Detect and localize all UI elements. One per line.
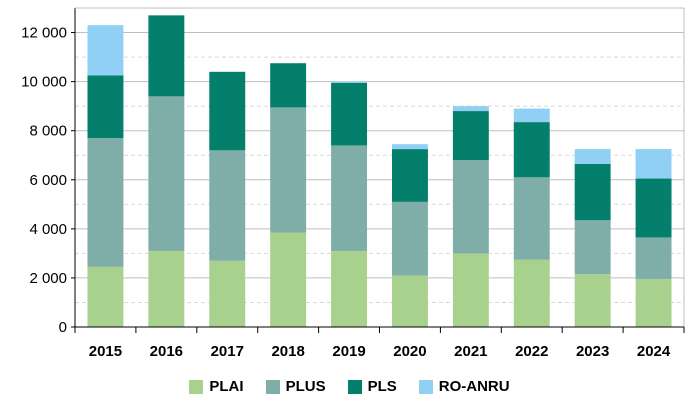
bar-ro-anru-2021 — [452, 106, 489, 112]
legend-item: PLUS — [265, 378, 326, 395]
bar-ro-anru-2022 — [513, 108, 550, 123]
bar-pls-2018 — [270, 63, 307, 108]
bar-pls-2017 — [209, 71, 246, 151]
bar-plai-2024 — [635, 279, 672, 327]
bar-pls-2019 — [331, 82, 368, 146]
x-tick-label: 2016 — [150, 343, 183, 360]
bar-pls-2022 — [513, 122, 550, 178]
bar-plai-2019 — [331, 250, 368, 327]
bar-plai-2023 — [574, 274, 611, 327]
bar-plai-2017 — [209, 260, 246, 327]
legend-swatch — [189, 379, 204, 394]
x-tick-label: 2023 — [576, 343, 609, 360]
bar-ro-anru-2019 — [331, 81, 368, 83]
bar-plai-2016 — [148, 250, 185, 327]
bar-plus-2020 — [391, 201, 428, 276]
legend-label: RO-ANRU — [438, 378, 510, 395]
bar-pls-2023 — [574, 163, 611, 221]
bar-plai-2020 — [391, 275, 428, 327]
x-tick-label: 2015 — [89, 343, 122, 360]
bar-ro-anru-2024 — [635, 149, 672, 179]
legend-swatch — [265, 379, 280, 394]
bar-plus-2023 — [574, 220, 611, 275]
y-axis-ticks: 0 2 000 4 000 6 000 8 000 10 000 12 000 — [21, 25, 75, 336]
y-tick-label: 10 000 — [21, 74, 67, 91]
x-tick-label: 2022 — [515, 343, 548, 360]
y-tick-label: 8 000 — [29, 123, 67, 140]
bar-plai-2022 — [513, 259, 550, 327]
bar-pls-2015 — [87, 75, 124, 139]
x-tick-label: 2017 — [211, 343, 244, 360]
bars — [87, 15, 672, 327]
legend: PLAI PLUS PLS RO-ANRU — [0, 378, 699, 395]
legend-label: PLAI — [209, 378, 244, 395]
bar-ro-anru-2020 — [391, 144, 428, 150]
y-tick-label: 0 — [59, 319, 67, 336]
bar-plus-2018 — [270, 107, 307, 233]
bar-plus-2017 — [209, 150, 246, 261]
bar-ro-anru-2015 — [87, 25, 124, 76]
bar-pls-2024 — [635, 178, 672, 238]
bar-pls-2021 — [452, 111, 489, 161]
bar-pls-2016 — [148, 15, 185, 97]
legend-item: PLS — [347, 378, 397, 395]
x-tick-label: 2021 — [454, 343, 487, 360]
legend-item: PLAI — [189, 378, 244, 395]
legend-label: PLUS — [285, 378, 326, 395]
bar-plus-2015 — [87, 138, 124, 267]
y-tick-label: 12 000 — [21, 25, 67, 42]
bar-plus-2016 — [148, 96, 185, 251]
bar-plus-2021 — [452, 160, 489, 254]
y-tick-label: 6 000 — [29, 172, 67, 189]
x-tick-label: 2019 — [332, 343, 365, 360]
bar-plus-2024 — [635, 237, 672, 280]
legend-swatch — [418, 379, 433, 394]
bar-ro-anru-2023 — [574, 149, 611, 164]
bar-plus-2022 — [513, 177, 550, 260]
x-axis-ticks: 2015 2016 2017 2018 2019 2020 2021 2022 2023 2024 — [74, 327, 685, 360]
legend-item: RO-ANRU — [418, 378, 510, 395]
x-tick-label: 2020 — [393, 343, 426, 360]
y-tick-label: 2 000 — [29, 270, 67, 287]
legend-swatch — [347, 379, 362, 394]
x-tick-label: 2018 — [271, 343, 304, 360]
bar-plus-2019 — [331, 145, 368, 251]
bar-plai-2021 — [452, 253, 489, 327]
y-tick-label: 4 000 — [29, 221, 67, 238]
bar-plai-2015 — [87, 266, 124, 327]
bar-pls-2020 — [391, 149, 428, 202]
legend-label: PLS — [367, 378, 397, 395]
bar-plai-2018 — [270, 232, 307, 327]
x-tick-label: 2024 — [637, 343, 671, 360]
